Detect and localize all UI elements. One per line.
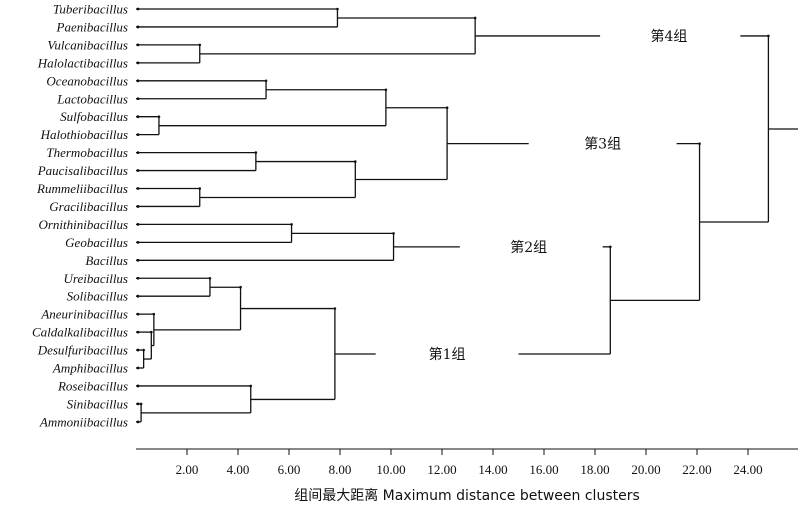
node-dot (336, 7, 339, 11)
x-tick-label: 2.00 (176, 462, 199, 477)
leaf-label: Caldalkalibacillus (32, 325, 128, 340)
node-dot (150, 330, 153, 334)
leaf-label: Solibacillus (67, 289, 128, 304)
x-tick-label: 8.00 (329, 462, 352, 477)
group-label-g1: 第1组 (429, 346, 466, 363)
leaf-label: Paenibacillus (56, 19, 129, 34)
leaf-label: Roseibacillus (57, 378, 128, 393)
leaf-label: Oceanobacillus (46, 73, 128, 88)
node-dot (198, 187, 202, 190)
node-dot (392, 232, 395, 235)
leaf-label: Gracilibacillus (49, 199, 128, 214)
node-dot (198, 43, 202, 47)
x-tick-label: 12.00 (427, 462, 456, 477)
node-dot (208, 276, 212, 280)
node-dot (254, 151, 258, 154)
leaf-label: Sulfobacillus (60, 109, 128, 124)
leaf-label: Thermobacillus (46, 145, 128, 160)
leaf-label: Sinibacillus (67, 396, 128, 411)
x-axis-title: 组间最大距离 Maximum distance between clusters (294, 487, 640, 504)
node-dot (354, 160, 357, 163)
node-dot (609, 245, 612, 249)
x-axis-ticks: 2.00 4.00 6.00 8.00 10.00 12.00 14.00 16.00 18.0… (176, 449, 763, 477)
x-tick-label: 10.00 (376, 462, 405, 477)
x-tick-label: 24.00 (733, 462, 762, 477)
leaf-label: Halolactibacillus (37, 55, 128, 70)
leaf-label: Geobacillus (65, 235, 128, 250)
node-dot (157, 115, 161, 118)
group-label-g3: 第3组 (584, 136, 621, 153)
leaf-label: Tuberibacillus (53, 2, 128, 17)
x-tick-label: 18.00 (580, 462, 609, 477)
node-dot (264, 79, 268, 83)
node-dot (767, 34, 770, 38)
node-dot (384, 88, 388, 92)
group-label-g4: 第4组 (650, 28, 687, 45)
node-dot (249, 384, 253, 388)
node-dot (152, 312, 156, 316)
leaf-label: Amphibacillus (52, 361, 128, 376)
leaf-label: Lactobacillus (56, 91, 128, 106)
leaf-label: Desulfuribacillus (37, 343, 128, 358)
x-tick-label: 14.00 (478, 462, 507, 477)
node-dot (290, 223, 293, 226)
node-dot (139, 402, 143, 406)
x-tick-label: 6.00 (278, 462, 301, 477)
group-label-g2: 第2组 (510, 239, 547, 256)
leaf-label: Ammoniibacillus (39, 414, 128, 429)
node-dot (445, 106, 449, 110)
leaf-label: Rummeliibacillus (36, 181, 128, 196)
node-dot (698, 142, 701, 145)
node-dot (333, 307, 337, 310)
leaf-labels: Tuberibacillus Paenibacillus Vulcanibacill… (32, 2, 128, 430)
leaf-label: Halothiobacillus (40, 127, 128, 142)
leaf-label: Bacillus (85, 253, 128, 268)
branches (136, 7, 798, 424)
x-axis: 2.00 4.00 6.00 8.00 10.00 12.00 14.00 16.00 18.0… (136, 448, 798, 504)
leaf-label: Aneurinibacillus (40, 307, 128, 322)
leaf-label: Ureibacillus (63, 271, 128, 286)
node-dot (239, 285, 242, 289)
node-dot (473, 16, 477, 20)
x-tick-label: 22.00 (682, 462, 711, 477)
x-tick-label: 4.00 (227, 462, 250, 477)
x-tick-label: 16.00 (529, 462, 558, 477)
leaf-label: Ornithinibacillus (38, 217, 128, 232)
leaf-label: Paucisalibacillus (37, 163, 128, 178)
x-tick-label: 20.00 (631, 462, 660, 477)
leaf-label: Vulcanibacillus (47, 37, 128, 52)
node-dot (142, 348, 145, 352)
